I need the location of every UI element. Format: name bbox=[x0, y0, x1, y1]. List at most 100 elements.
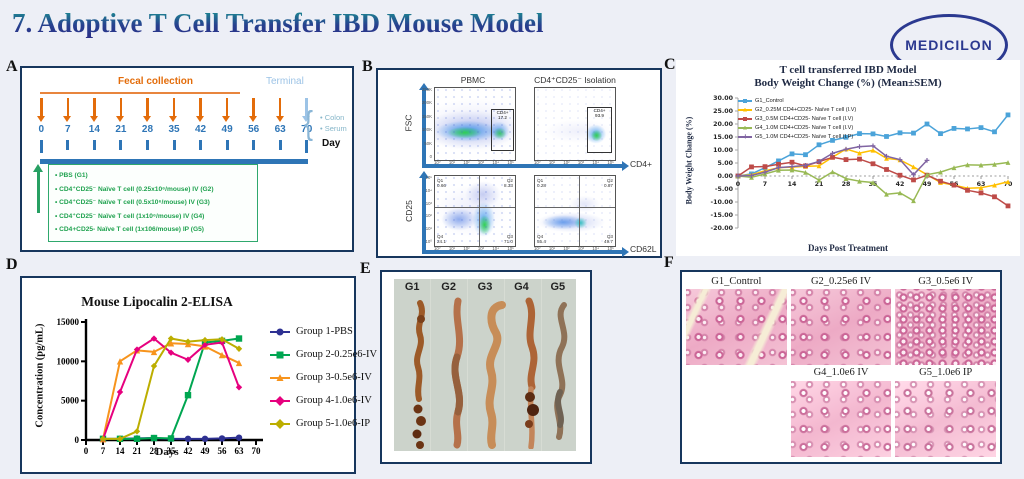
tick-label: 15.00 bbox=[713, 134, 734, 141]
legend-label: Group 2-0.25e6-IV bbox=[296, 349, 378, 360]
timeline-day-21: 21 bbox=[108, 95, 135, 153]
flow-title-isolation: CD4⁺CD25⁻ Isolation bbox=[534, 75, 616, 85]
tick-label: 10⁴ bbox=[425, 187, 432, 193]
tick-label: 10⁰ bbox=[434, 246, 441, 251]
histology-label: G5_1.0e6 IP bbox=[919, 367, 973, 378]
elisa-plot: 0 5000 10000 15000 0 7 14 21 28 35 42 49 56 63 70 bbox=[57, 317, 263, 456]
histology-label: G4_1.0e6 IV bbox=[813, 367, 869, 378]
tick-label: 250K bbox=[421, 87, 432, 92]
day-number: 70 bbox=[301, 124, 313, 135]
flow-plot-isolation: CD4+ 93.9 bbox=[534, 87, 616, 161]
quadrant-q3: Q3 71.0 bbox=[504, 233, 513, 244]
histology-label: G1_Control bbox=[711, 276, 762, 287]
timeline-tick bbox=[278, 140, 282, 150]
legend-label: G4_1.0M CD4+CD25- Naïve T cell (I.V) bbox=[755, 124, 854, 131]
legend-item: Group 1-PBS bbox=[270, 320, 377, 343]
day-number: 28 bbox=[141, 124, 154, 135]
tick-label: 49 bbox=[201, 446, 211, 456]
timeline-tick bbox=[66, 140, 70, 150]
histology-grid: G1_Control G2_0.25e6 IV G3_0.5e6 IV G4_1.0e… bbox=[686, 274, 996, 460]
panel-a-label: A bbox=[6, 58, 18, 75]
terminal-sample-list: ColonSerum bbox=[320, 112, 347, 134]
day-number: 56 bbox=[248, 124, 260, 135]
tick-label: 63 bbox=[235, 446, 245, 456]
timeline-day-7: 7 bbox=[55, 95, 82, 153]
tick-label: 20.00 bbox=[713, 121, 734, 128]
tick-label: 0 bbox=[736, 181, 741, 188]
legend-item: Group 4-1.0e6-IV bbox=[270, 389, 377, 412]
tick-label: 10⁰ bbox=[534, 160, 541, 165]
legend-marker bbox=[270, 418, 290, 429]
panel-d-label: D bbox=[6, 256, 18, 273]
body-weight-plot: 30.00 25.00 20.00 15.00 10.00 5.00 0.00 -5.00 -1… bbox=[710, 95, 1013, 232]
tick-label: 10² bbox=[463, 160, 470, 165]
fecal-arrow-icon bbox=[63, 98, 71, 122]
day-number: 35 bbox=[168, 124, 180, 135]
tick-label: 35 bbox=[167, 446, 177, 456]
timeline-day-70: 70 bbox=[293, 95, 320, 153]
panel-e-colon-photo: G1 G2 G3 G4 G5 bbox=[380, 270, 592, 464]
tick-label: 49 bbox=[923, 181, 932, 188]
fecal-arrow-icon bbox=[222, 98, 230, 122]
histology-image-g1 bbox=[686, 289, 787, 365]
tick-label: 30.00 bbox=[713, 95, 734, 102]
colon-specimens bbox=[412, 297, 568, 449]
legend-marker bbox=[270, 327, 290, 337]
cd4-axis bbox=[422, 161, 629, 170]
fsc-tick-labels: 250K 200K 150K 100K 50K 0 bbox=[418, 87, 432, 159]
group-item: PBS (G1) bbox=[55, 169, 253, 183]
terminal-label: Terminal bbox=[266, 76, 304, 87]
panel-f-label: F bbox=[664, 254, 674, 271]
dosing-arrow-icon bbox=[33, 164, 44, 213]
tick-label: 10³ bbox=[477, 246, 485, 251]
square-marker-icon bbox=[276, 351, 284, 358]
tick-label: 10⁰ bbox=[534, 246, 541, 251]
quadrant-q4: Q4 24.1 bbox=[437, 233, 446, 244]
panel-a-timeline: Fecal collection Terminal 0 7 14 21 28 35 42 49… bbox=[20, 66, 354, 252]
fecal-arrow-icon bbox=[143, 98, 151, 122]
tick-label: 56 bbox=[218, 446, 228, 456]
legend-item: G1_Control bbox=[738, 96, 856, 105]
legend-marker bbox=[270, 373, 290, 383]
legend-marker bbox=[738, 97, 752, 105]
timeline-day-14: 14 bbox=[81, 95, 108, 153]
tick-label: 150K bbox=[421, 113, 432, 119]
histology-image-g4 bbox=[790, 381, 892, 457]
tick-label: 70 bbox=[252, 446, 262, 456]
cd25-tick-labels: 10⁵ 10⁴ 10³ 10² 10¹ 10⁰ bbox=[418, 175, 432, 245]
cd4-gate-isolation: CD4+ 93.9 bbox=[587, 107, 612, 153]
terminal-brace: { bbox=[304, 104, 314, 142]
tick-label: 10² bbox=[563, 246, 570, 251]
tick-label: 25.00 bbox=[713, 108, 734, 115]
group-item: CD4⁺CD25⁻ Naïve T cell (0.25x10⁶/mouse) … bbox=[55, 183, 253, 197]
tick-label: 10⁵ bbox=[425, 175, 432, 180]
flow-plot-cd25-isolation: Q1 0.28 Q2 0.87 Q4 55.4 Q3 49.7 bbox=[534, 175, 616, 247]
legend-label: G5_1.0M CD4+CD25- Naïve T cell (I.P) bbox=[755, 133, 854, 140]
tick-label: 10⁴ bbox=[492, 160, 500, 165]
legend-label: G2_0.25M CD4+CD25- Naïve T cell (I.V) bbox=[755, 106, 857, 113]
tick-label: 10¹ bbox=[448, 246, 456, 251]
timeline-tick bbox=[305, 140, 309, 153]
tick-label: 10⁰ bbox=[425, 238, 432, 244]
group-item: CD4⁺CD25⁻ Naïve T cell (0.5x10⁶/mouse) I… bbox=[55, 196, 253, 210]
tick-label: 10⁵ bbox=[507, 246, 514, 251]
tick-label: 50K bbox=[424, 140, 432, 146]
flow-title-pbmc: PBMC bbox=[460, 75, 486, 85]
tick-label: 10⁴ bbox=[592, 160, 600, 165]
cross-marker-icon: + bbox=[743, 131, 748, 141]
tick-label: 10⁵ bbox=[507, 160, 514, 165]
tick-label: 28 bbox=[842, 181, 851, 188]
tick-label: -5.00 bbox=[715, 186, 734, 193]
tick-label: 21 bbox=[133, 446, 143, 456]
chart-c-title: T cell transferred IBD Model bbox=[779, 64, 917, 76]
quadrant-q4: Q4 55.4 bbox=[537, 233, 546, 244]
tick-label: 10¹ bbox=[548, 160, 556, 165]
cd4-tick-labels: 10⁰ 10¹ 10² 10³ 10⁴ 10⁵ bbox=[434, 160, 514, 166]
tick-label: 0.00 bbox=[717, 173, 733, 180]
timeline-day-28: 28 bbox=[134, 95, 161, 153]
tick-label: 7 bbox=[101, 446, 106, 456]
cd25-axis-label: CD25 bbox=[403, 200, 414, 222]
tick-label: 10⁰ bbox=[434, 160, 441, 165]
colon-label-G3: G3 bbox=[477, 281, 493, 293]
circle-marker-icon bbox=[276, 328, 284, 335]
